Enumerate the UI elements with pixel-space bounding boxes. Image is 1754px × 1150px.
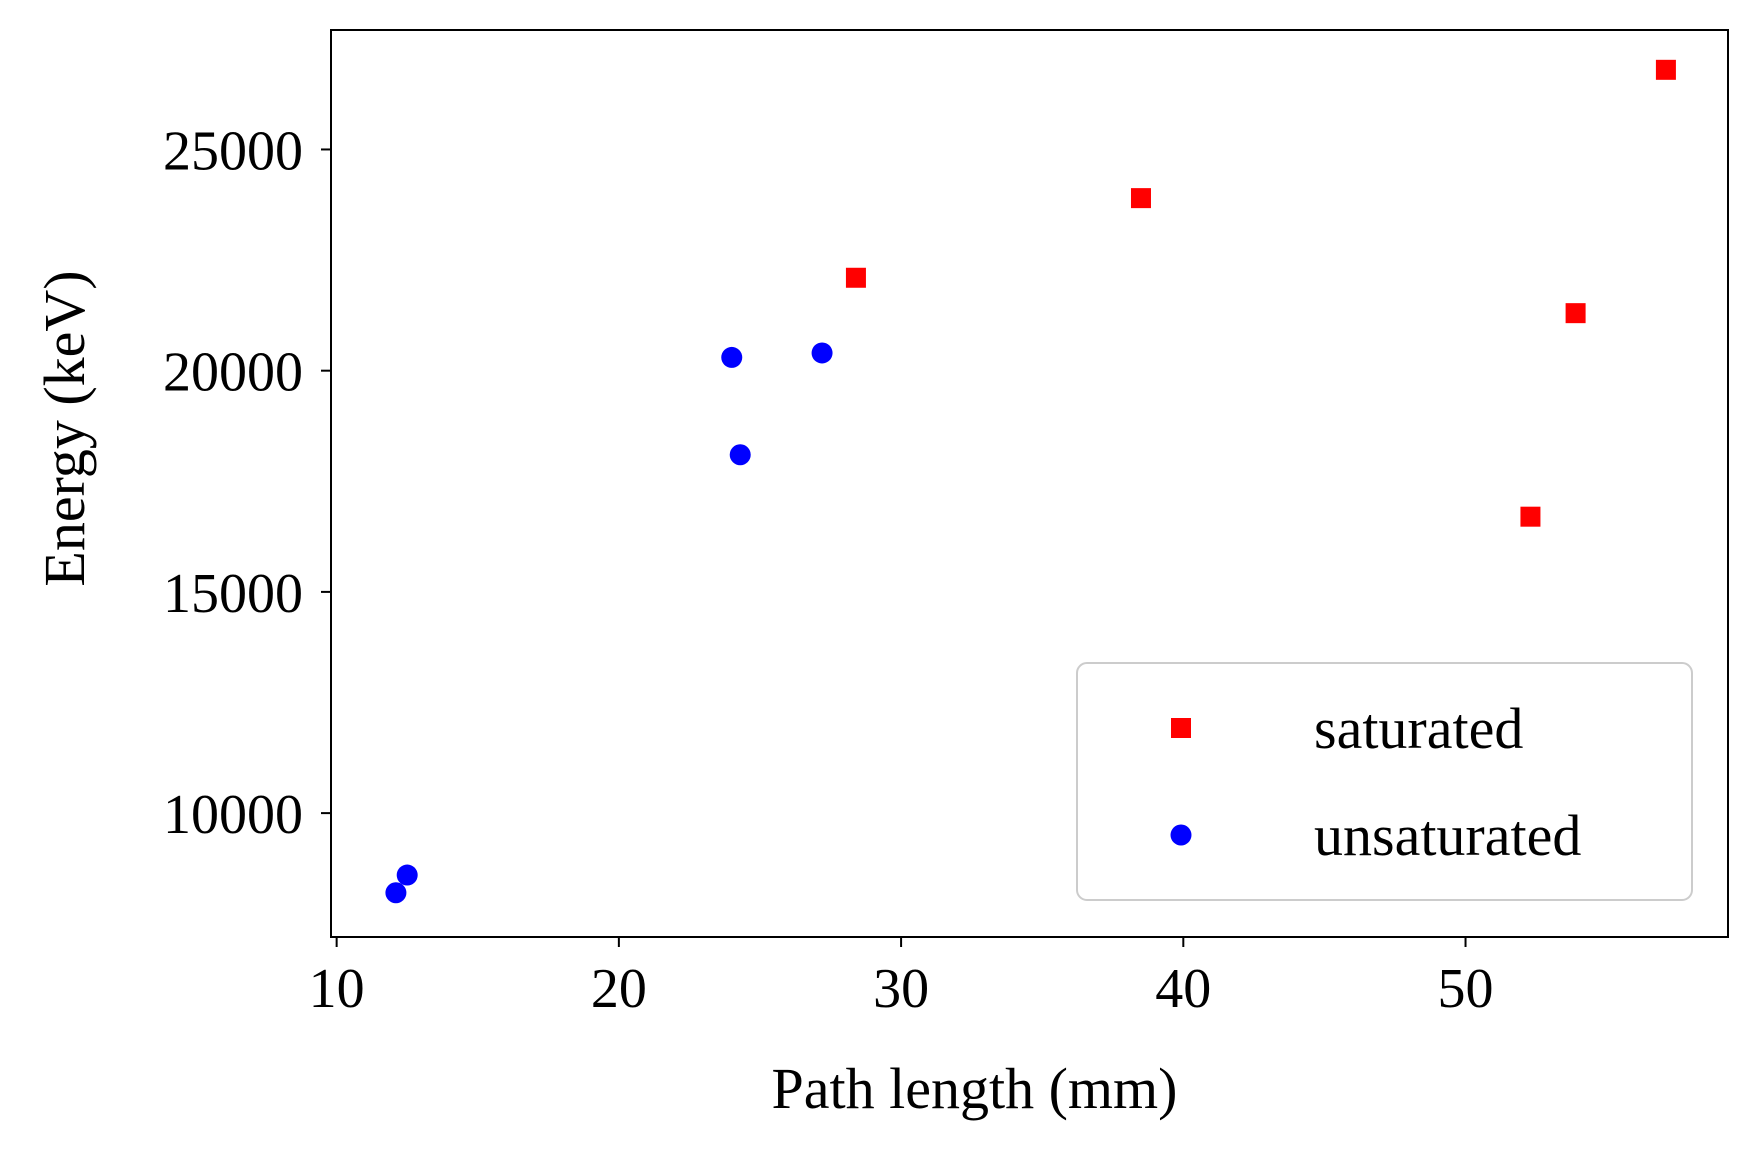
legend-marker-saturated — [1171, 718, 1191, 738]
data-point-saturated-3 — [1565, 303, 1586, 324]
legend-label-saturated: saturated — [1314, 696, 1523, 761]
legend-box — [1076, 662, 1693, 901]
data-point-saturated-4 — [1655, 59, 1676, 80]
plot-frame — [330, 29, 1729, 938]
x-tick-label: 20 — [591, 958, 647, 1020]
data-point-unsaturated-0 — [385, 882, 407, 904]
y-axis-label: Energy (keV) — [32, 270, 97, 586]
legend-marker-unsaturated — [1170, 824, 1192, 846]
data-point-unsaturated-4 — [811, 342, 833, 364]
y-tick-label: 25000 — [163, 120, 303, 182]
data-point-saturated-1 — [1130, 188, 1151, 209]
x-tick-label: 40 — [1155, 958, 1211, 1020]
legend: saturated unsaturated — [1076, 662, 1693, 901]
x-axis-label: Path length (mm) — [772, 1056, 1178, 1121]
legend-label-unsaturated: unsaturated — [1314, 803, 1581, 868]
data-point-unsaturated-3 — [729, 444, 751, 466]
data-point-unsaturated-1 — [396, 864, 418, 886]
y-tick-label: 20000 — [163, 342, 303, 404]
y-tick-label: 10000 — [163, 784, 303, 846]
data-point-unsaturated-2 — [721, 346, 743, 368]
y-tick-label: 15000 — [163, 563, 303, 625]
axes-layer: 10 20 30 40 50 10000 15000 20000 25000 Path lengt… — [32, 29, 1729, 1121]
x-tick-label: 30 — [873, 958, 929, 1020]
x-tick-label: 50 — [1438, 958, 1494, 1020]
x-tick-label: 10 — [309, 958, 365, 1020]
data-point-saturated-2 — [1520, 506, 1541, 527]
data-points-layer — [385, 59, 1676, 904]
data-point-saturated-0 — [845, 267, 866, 288]
